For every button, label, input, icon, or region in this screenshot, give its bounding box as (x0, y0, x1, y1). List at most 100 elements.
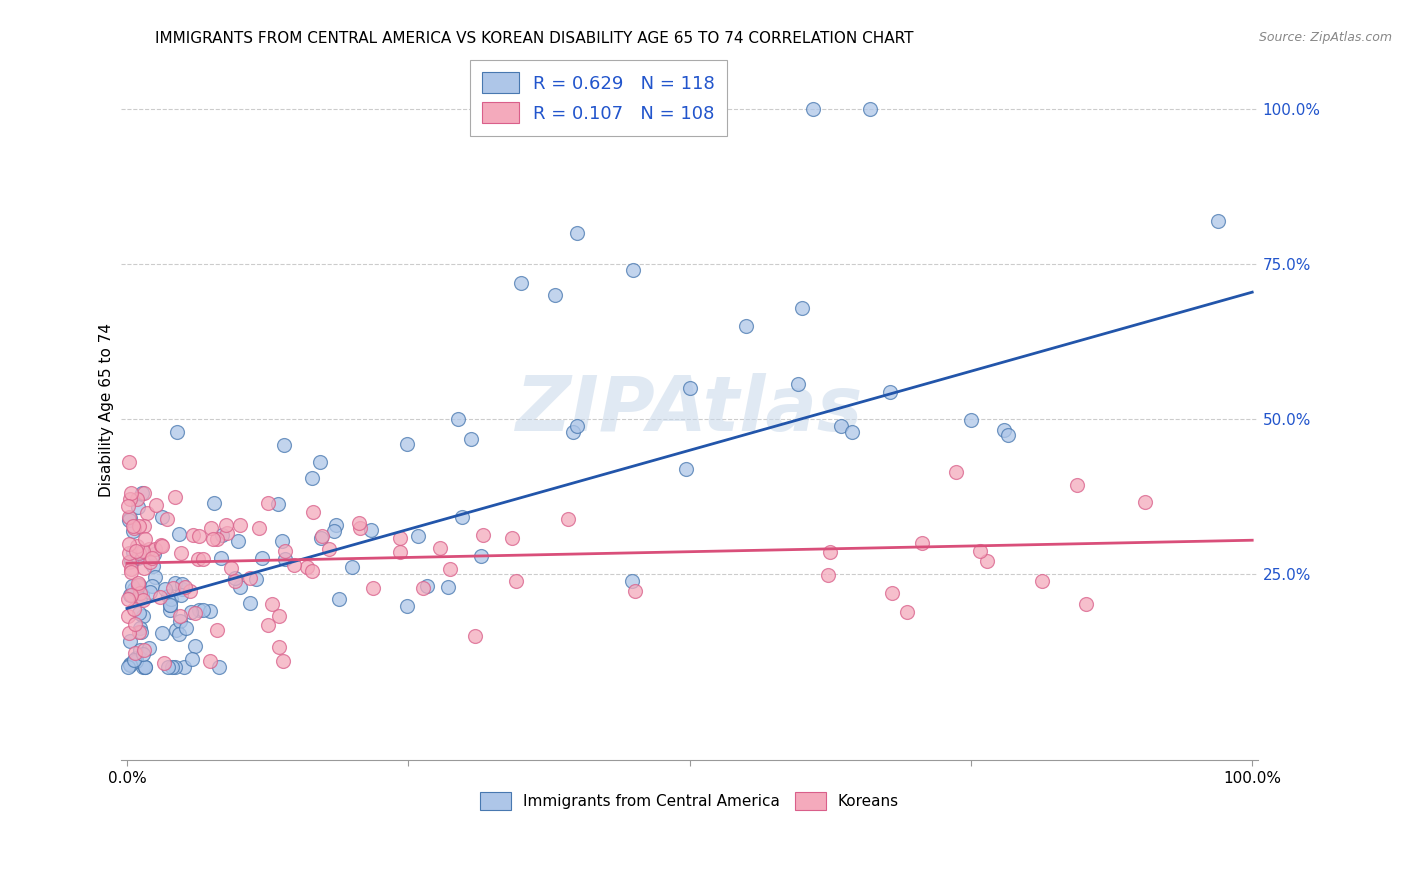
Point (509, 276, 531, 290)
Point (945, 465, 967, 479)
Point (145, 498, 167, 512)
Point (132, 593, 155, 607)
Point (159, 603, 181, 617)
Point (543, 288, 565, 302)
Point (118, 509, 141, 524)
Point (245, 572, 267, 586)
Point (217, 526, 239, 541)
Point (166, 425, 188, 439)
Point (256, 617, 278, 632)
Point (501, 531, 523, 545)
Point (160, 660, 183, 674)
Point (152, 656, 174, 670)
Point (122, 602, 145, 616)
Point (1208, 214, 1230, 228)
Point (565, 419, 588, 434)
Point (817, 567, 839, 582)
Point (412, 581, 434, 595)
Point (224, 572, 246, 586)
Point (141, 551, 163, 566)
Text: Source: ZipAtlas.com: Source: ZipAtlas.com (1258, 31, 1392, 45)
Text: IMMIGRANTS FROM CENTRAL AMERICA VS KOREAN DISABILITY AGE 65 TO 74 CORRELATION CH: IMMIGRANTS FROM CENTRAL AMERICA VS KOREA… (155, 31, 914, 46)
Point (169, 609, 191, 624)
Point (200, 654, 222, 668)
Point (309, 531, 332, 545)
Point (257, 496, 280, 510)
Point (395, 437, 418, 451)
Point (118, 491, 141, 506)
Point (675, 462, 697, 476)
Text: ZIPAtlas: ZIPAtlas (516, 373, 863, 447)
Point (787, 376, 810, 391)
Point (125, 650, 148, 665)
Point (132, 544, 155, 558)
Point (127, 500, 149, 514)
Point (124, 521, 146, 535)
Point (129, 643, 152, 657)
Point (283, 558, 305, 572)
Point (624, 584, 647, 599)
Point (416, 579, 439, 593)
Point (117, 660, 139, 674)
Point (122, 582, 145, 596)
Point (882, 586, 904, 600)
Point (180, 605, 202, 619)
Point (200, 521, 222, 535)
Point (120, 486, 142, 500)
Point (152, 509, 174, 524)
Point (328, 591, 350, 606)
Point (969, 544, 991, 558)
Point (451, 509, 474, 524)
Point (470, 549, 492, 563)
Point (734, 319, 756, 334)
Point (170, 577, 193, 591)
Point (274, 552, 297, 566)
Point (621, 263, 644, 277)
Point (447, 412, 470, 426)
Point (122, 524, 145, 538)
Point (198, 603, 221, 617)
Point (437, 580, 460, 594)
Point (271, 533, 294, 548)
Point (160, 592, 183, 607)
Point (127, 585, 149, 599)
Point (322, 524, 344, 539)
Point (117, 537, 139, 551)
Point (159, 598, 181, 612)
Point (124, 544, 146, 558)
Point (262, 597, 284, 611)
Point (271, 654, 294, 668)
Point (297, 560, 319, 574)
Point (250, 551, 273, 566)
Point (134, 660, 156, 674)
Point (561, 425, 583, 439)
Point (129, 625, 152, 640)
Point (162, 581, 184, 595)
Point (138, 542, 160, 557)
Point (117, 609, 139, 624)
Point (505, 574, 527, 589)
Point (179, 584, 201, 599)
Point (388, 544, 411, 558)
Point (132, 561, 155, 575)
Point (188, 603, 211, 617)
Point (142, 558, 165, 573)
Point (131, 485, 153, 500)
Point (181, 528, 204, 542)
Y-axis label: Disability Age 65 to 74: Disability Age 65 to 74 (100, 323, 114, 497)
Point (167, 627, 190, 641)
Point (120, 633, 142, 648)
Point (997, 427, 1019, 442)
Point (127, 551, 149, 566)
Point (170, 589, 193, 603)
Point (239, 596, 262, 610)
Point (156, 512, 179, 526)
Point (388, 531, 411, 545)
Point (959, 413, 981, 427)
Point (301, 564, 323, 578)
Point (118, 511, 141, 525)
Point (139, 585, 162, 599)
Point (841, 425, 863, 439)
Point (269, 640, 291, 654)
Point (818, 545, 841, 559)
